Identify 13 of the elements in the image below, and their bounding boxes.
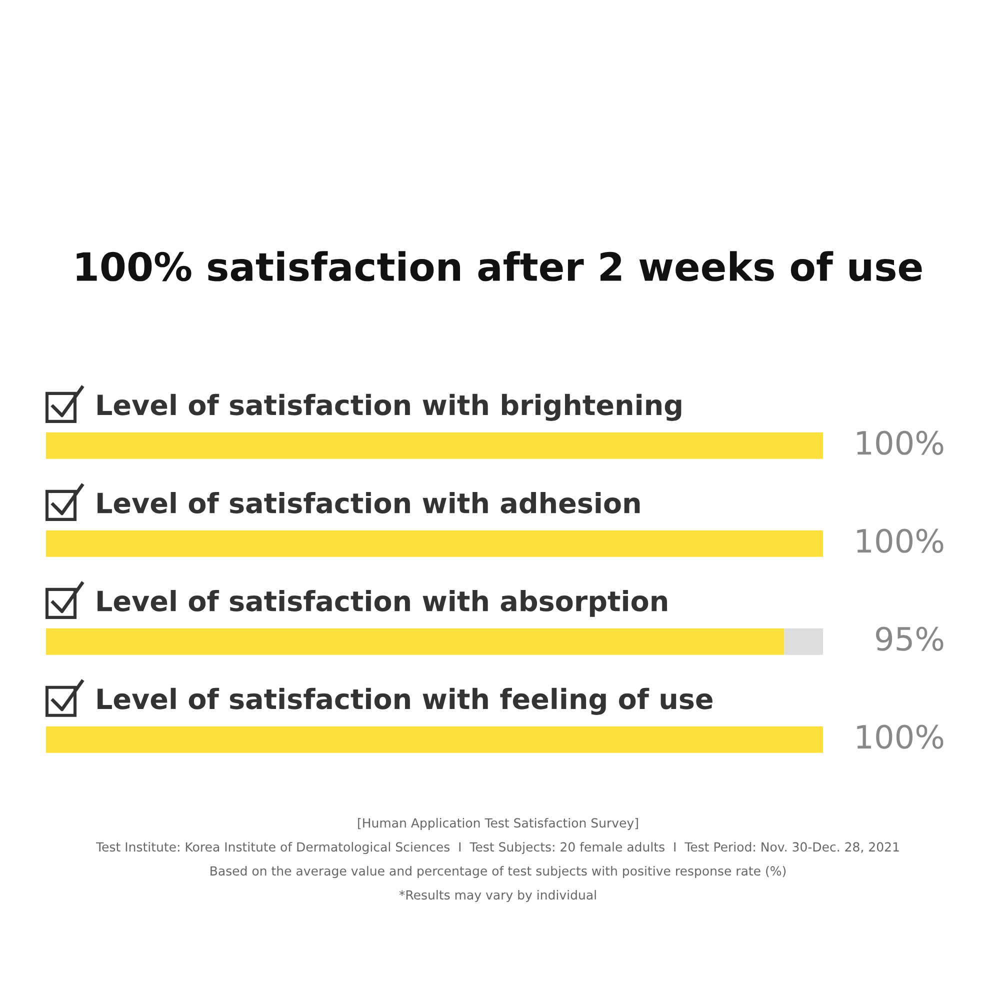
- chart-title: 100% satisfaction after 2 weeks of use: [76, 251, 922, 282]
- y-tick-label: Level of satisfaction with absorption: [98, 590, 667, 617]
- y-tick-label: Level of satisfaction with brightening: [98, 394, 682, 421]
- data-label: 100%: [857, 528, 944, 553]
- text: *Results may vary by individual: [399, 890, 596, 902]
- y-tick-label: Level of satisfaction with adhesion: [98, 492, 640, 514]
- data-label: 100%: [857, 724, 944, 749]
- y-tick-label: Level of satisfaction with feeling of use: [98, 688, 712, 715]
- data-label: 95%: [876, 626, 944, 651]
- text: [Human Application Test Satisfaction Survey]: [358, 818, 638, 830]
- data-label: 100%: [857, 430, 944, 455]
- text: Based on the average value and percentage of test subjects with positive response rate (%): [210, 866, 786, 878]
- text: Test Institute: Korea Institute of Dermatological Sciences I Test Subjects: 20 female adults I Test Period: Nov. 30-Dec. 28, 2021: [96, 842, 899, 854]
